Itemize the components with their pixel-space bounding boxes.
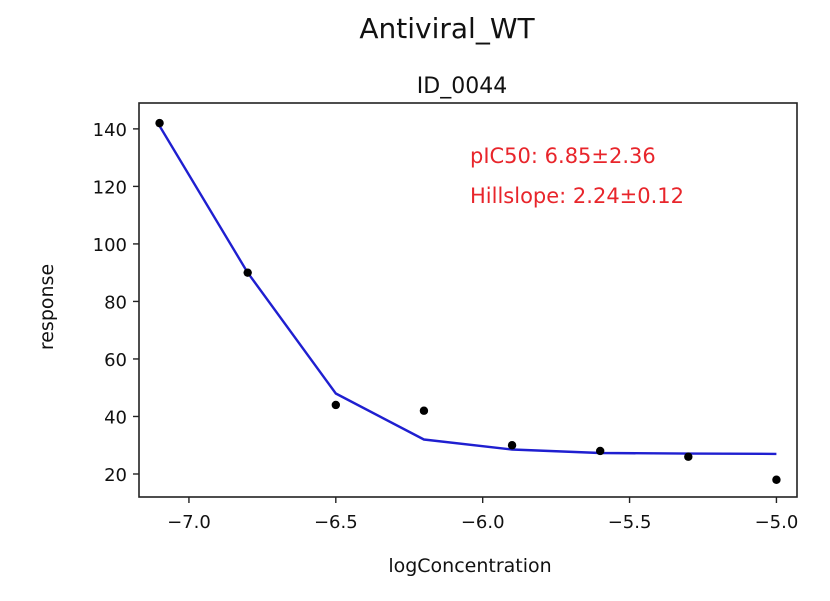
data-point [243,268,252,277]
y-tick-label: 40 [104,407,127,428]
x-axis-label: logConcentration [388,555,551,577]
pic50-annotation: pIC50: 6.85±2.36 [470,144,656,168]
y-tick-label: 140 [93,120,127,141]
y-axis-ticks: 20 40 60 80 100 120 140 [93,120,139,486]
hillslope-annotation: Hillslope: 2.24±0.12 [470,184,684,208]
y-axis-label: response [36,264,58,350]
data-point [772,475,781,484]
y-tick-label: 60 [104,350,127,371]
y-tick-label: 20 [104,465,127,486]
data-point [419,406,429,415]
y-tick-label: 80 [104,292,127,313]
data-point [331,400,341,410]
series-layer [155,118,781,484]
data-point [507,441,517,450]
x-tick-label: −6.0 [461,512,505,533]
fit-curve-line [158,125,777,456]
data-point [155,118,164,128]
data-point [595,446,605,456]
y-tick-label: 120 [93,177,127,198]
chart-title: Antiviral_WT [359,12,535,45]
data-point [684,452,693,461]
chart-subtitle: ID_0044 [417,74,507,99]
x-tick-label: −5.0 [755,512,799,533]
plot-area-frame [138,102,798,498]
x-tick-label: −6.5 [314,512,358,533]
x-tick-label: −7.0 [167,512,211,533]
x-axis-ticks: −7.0 −6.5 −6.0 −5.5 −5.0 [167,497,798,533]
x-tick-label: −5.5 [608,512,652,533]
y-tick-label: 100 [93,235,127,256]
